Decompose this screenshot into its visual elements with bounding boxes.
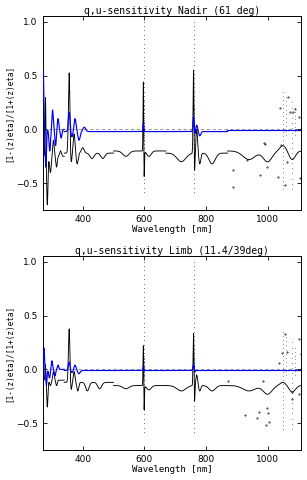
Title: q,u-sensitivity Nadir (61 deg): q,u-sensitivity Nadir (61 deg) bbox=[84, 6, 260, 15]
X-axis label: Wavelength [nm]: Wavelength [nm] bbox=[132, 226, 212, 234]
Title: q,u-sensitivity Limb (11.4/39deg): q,u-sensitivity Limb (11.4/39deg) bbox=[75, 246, 269, 255]
Y-axis label: [1-(z)eta]/[1+(z)eta]: [1-(z)eta]/[1+(z)eta] bbox=[6, 65, 14, 162]
Y-axis label: [1-(z)eta]/[1+(z)eta]: [1-(z)eta]/[1+(z)eta] bbox=[6, 305, 14, 402]
X-axis label: Wavelength [nm]: Wavelength [nm] bbox=[132, 466, 212, 474]
